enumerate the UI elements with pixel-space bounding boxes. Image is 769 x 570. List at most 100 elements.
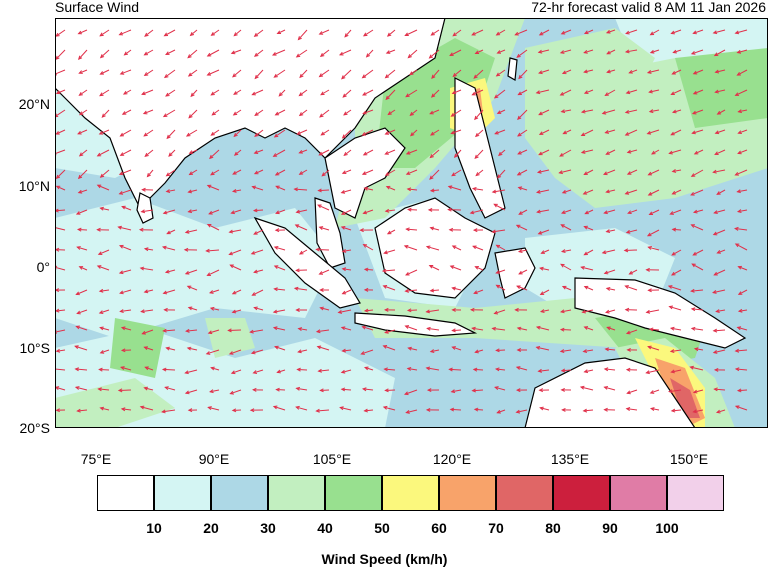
wind-arrow	[362, 69, 374, 79]
wind-arrow	[671, 129, 682, 136]
wind-arrow-head	[162, 113, 168, 118]
wind-arrow-head	[361, 171, 367, 175]
wind-arrow	[737, 209, 748, 213]
wind-arrow	[55, 209, 66, 212]
wind-arrow	[366, 49, 374, 58]
wind-arrow	[713, 329, 726, 332]
wind-arrow-head	[625, 229, 631, 234]
wind-arrow	[738, 109, 748, 113]
wind-arrow	[560, 49, 572, 54]
wind-arrow-head	[425, 245, 431, 250]
wind-arrow	[473, 188, 484, 191]
wind-arrow	[207, 69, 220, 76]
wind-arrow-head	[580, 265, 585, 270]
wind-arrow-head	[183, 247, 189, 252]
wind-arrow-head	[165, 346, 170, 351]
wind-arrow	[118, 226, 132, 231]
wind-arrow	[735, 228, 748, 231]
wind-arrow-head	[298, 149, 303, 154]
wind-arrow	[470, 209, 484, 214]
wind-arrow-head	[515, 366, 521, 370]
legend-swatch	[610, 475, 667, 511]
wind-arrow	[298, 349, 308, 353]
wind-arrow-head	[713, 210, 718, 215]
wind-arrow	[254, 149, 264, 154]
wind-arrow	[273, 309, 286, 313]
wind-arrow-head	[339, 406, 344, 411]
wind-arrow	[539, 129, 550, 135]
wind-arrow	[584, 226, 594, 231]
wind-arrow-head	[297, 349, 302, 354]
wind-arrow-head	[451, 90, 457, 95]
wind-arrow-head	[229, 264, 234, 269]
wind-arrow	[582, 309, 594, 313]
wind-arrow-head	[273, 245, 279, 250]
wind-arrow-head	[518, 74, 523, 80]
wind-arrow	[603, 169, 616, 175]
wind-arrow	[383, 285, 396, 291]
wind-arrow	[364, 367, 374, 371]
wind-arrow	[430, 149, 440, 158]
wind-arrow-head	[299, 73, 304, 79]
wind-arrow	[364, 309, 374, 312]
wind-arrow-head	[690, 192, 695, 196]
wind-arrow-head	[562, 130, 567, 135]
wind-arrow	[714, 209, 726, 214]
wind-arrow-head	[605, 287, 611, 291]
wind-vectors	[55, 29, 748, 414]
wind-arrow-head	[384, 172, 390, 176]
wind-arrow-head	[535, 90, 541, 95]
wind-arrow	[693, 89, 704, 95]
wind-map[interactable]	[55, 18, 768, 428]
wind-arrow-head	[185, 132, 191, 137]
wind-arrow	[320, 89, 330, 96]
legend-title: Wind Speed (km/h)	[321, 551, 448, 567]
legend-tick: 20	[203, 520, 219, 536]
wind-arrow	[208, 329, 220, 334]
wind-arrow	[99, 309, 110, 314]
wind-arrow	[75, 368, 88, 371]
wind-arrow	[714, 49, 726, 56]
wind-arrow	[77, 246, 88, 251]
wind-arrow	[120, 69, 132, 75]
wind-arrow-head	[627, 210, 632, 215]
wind-arrow	[384, 368, 396, 371]
wind-arrow-head	[320, 131, 325, 136]
wind-arrow	[536, 89, 550, 94]
wind-arrow-head	[583, 30, 589, 35]
wind-arrow-head	[716, 110, 722, 115]
wind-arrow	[496, 69, 506, 77]
wind-arrow-head	[276, 369, 281, 374]
wind-arrow	[560, 349, 572, 352]
wind-arrow	[429, 49, 440, 59]
wind-arrow-head	[473, 290, 478, 295]
wind-arrow-head	[648, 211, 654, 216]
borneo	[374, 197, 496, 299]
wind-arrow	[649, 209, 660, 215]
wind-arrow	[451, 389, 462, 393]
wind-arrow-head	[430, 131, 435, 136]
wind-arrow-head	[560, 210, 566, 215]
wind-arrow-head	[341, 134, 347, 139]
wind-arrow	[340, 407, 352, 411]
wind-arrow-head	[650, 150, 656, 155]
wind-arrow-head	[99, 326, 104, 331]
wind-arrow-head	[78, 111, 84, 116]
wind-arrow	[562, 286, 572, 291]
wind-arrow	[120, 289, 132, 294]
wind-arrow-head	[451, 307, 456, 312]
wind-arrow	[475, 266, 484, 271]
wind-arrow-head	[692, 409, 697, 414]
wind-arrow-head	[626, 149, 632, 154]
wind-arrow	[254, 109, 264, 116]
wind-arrow	[386, 186, 396, 191]
wind-arrow	[492, 189, 506, 193]
wind-arrow	[472, 89, 484, 96]
wind-arrow-head	[559, 50, 565, 54]
wind-arrow-head	[495, 244, 501, 249]
wind-arrow-head	[514, 307, 519, 312]
wind-arrow	[385, 209, 396, 212]
wind-arrow-head	[427, 207, 433, 212]
wind-arrow-head	[496, 110, 502, 114]
wind-arrow-head	[319, 388, 324, 393]
